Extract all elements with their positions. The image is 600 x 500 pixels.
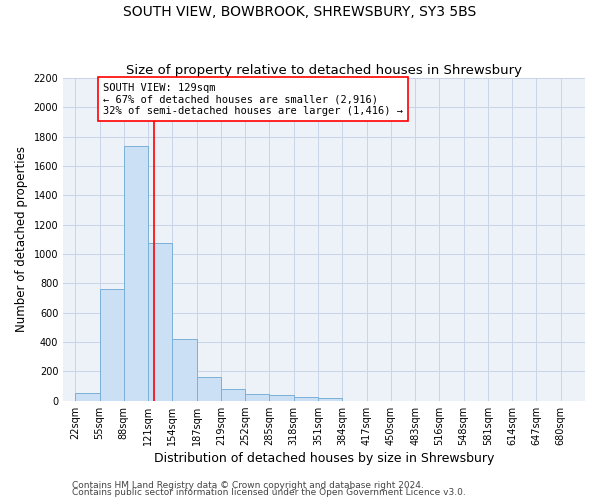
Title: Size of property relative to detached houses in Shrewsbury: Size of property relative to detached ho… bbox=[126, 64, 522, 77]
Bar bbox=[172, 339, 197, 400]
Bar bbox=[197, 377, 221, 400]
Text: SOUTH VIEW, BOWBROOK, SHREWSBURY, SY3 5BS: SOUTH VIEW, BOWBROOK, SHREWSBURY, SY3 5B… bbox=[124, 5, 476, 19]
Bar bbox=[221, 389, 245, 400]
Text: Contains HM Land Registry data © Crown copyright and database right 2024.: Contains HM Land Registry data © Crown c… bbox=[72, 480, 424, 490]
Text: Contains public sector information licensed under the Open Government Licence v3: Contains public sector information licen… bbox=[72, 488, 466, 497]
Bar bbox=[100, 290, 124, 401]
Bar bbox=[294, 396, 318, 400]
Bar bbox=[76, 392, 100, 400]
Bar bbox=[124, 146, 148, 400]
X-axis label: Distribution of detached houses by size in Shrewsbury: Distribution of detached houses by size … bbox=[154, 452, 494, 465]
Text: SOUTH VIEW: 129sqm
← 67% of detached houses are smaller (2,916)
32% of semi-deta: SOUTH VIEW: 129sqm ← 67% of detached hou… bbox=[103, 82, 403, 116]
Bar bbox=[269, 395, 294, 400]
Bar bbox=[318, 398, 342, 400]
Bar bbox=[245, 394, 269, 400]
Y-axis label: Number of detached properties: Number of detached properties bbox=[15, 146, 28, 332]
Bar bbox=[148, 243, 172, 400]
